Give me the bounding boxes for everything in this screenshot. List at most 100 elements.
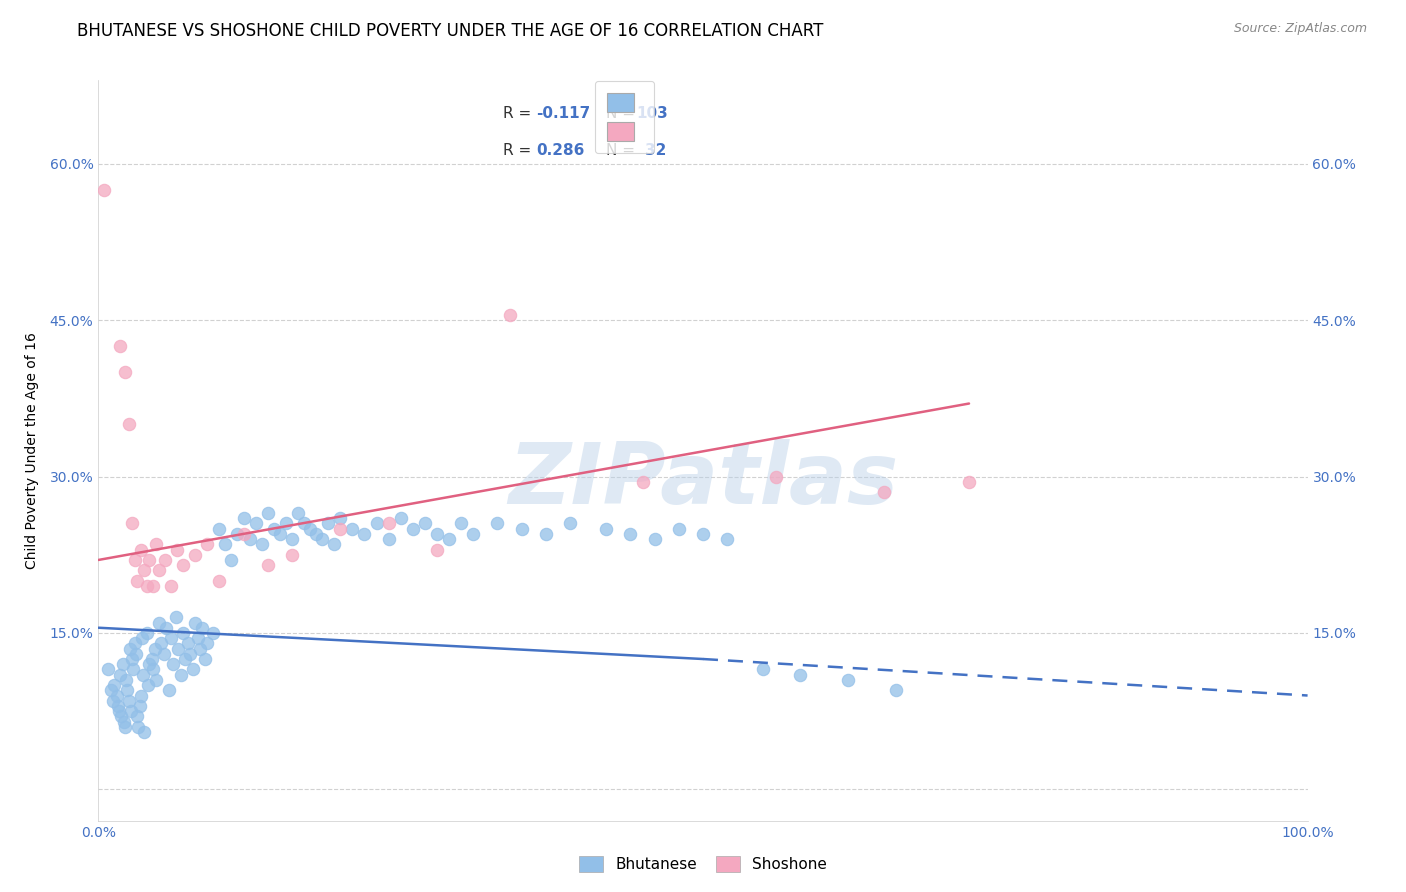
Point <box>692 527 714 541</box>
Point <box>619 527 641 541</box>
Point <box>437 532 460 546</box>
Point <box>143 641 166 656</box>
Point <box>166 542 188 557</box>
Point <box>668 522 690 536</box>
Point <box>127 720 149 734</box>
Point <box>426 542 449 557</box>
Text: N =: N = <box>606 106 640 121</box>
Point <box>188 641 211 656</box>
Point <box>135 579 157 593</box>
Point <box>195 636 218 650</box>
Point <box>108 339 131 353</box>
Point <box>463 527 485 541</box>
Point <box>135 626 157 640</box>
Point <box>118 417 141 432</box>
Point <box>157 683 180 698</box>
Point <box>100 683 122 698</box>
Point <box>486 516 509 531</box>
Point <box>256 506 278 520</box>
Point <box>177 636 200 650</box>
Text: R =: R = <box>503 106 537 121</box>
Point <box>118 641 141 656</box>
Point <box>138 657 160 672</box>
Point <box>232 511 254 525</box>
Point <box>558 516 581 531</box>
Point <box>129 689 152 703</box>
Point <box>534 527 557 541</box>
Point <box>153 553 176 567</box>
Point <box>128 698 150 713</box>
Point <box>263 522 285 536</box>
Text: Source: ZipAtlas.com: Source: ZipAtlas.com <box>1233 22 1367 36</box>
Point <box>165 610 187 624</box>
Point <box>377 532 399 546</box>
Point <box>886 683 908 698</box>
Point <box>142 579 165 593</box>
Point <box>145 673 167 687</box>
Point <box>174 652 197 666</box>
Point <box>181 662 204 676</box>
Point <box>97 662 120 676</box>
Point <box>110 709 132 723</box>
Point <box>208 522 231 536</box>
Point <box>107 698 129 713</box>
Point <box>450 516 472 531</box>
Point <box>148 615 170 630</box>
Point <box>114 365 136 379</box>
Text: ZIPatlas: ZIPatlas <box>508 439 898 522</box>
Text: -0.117: -0.117 <box>536 106 591 121</box>
Point <box>329 522 352 536</box>
Point <box>208 574 231 588</box>
Point <box>311 532 333 546</box>
Point <box>353 527 375 541</box>
Point <box>299 522 322 536</box>
Point <box>232 527 254 541</box>
Point <box>121 652 143 666</box>
Point <box>323 537 346 551</box>
Point <box>287 506 309 520</box>
Point <box>191 621 214 635</box>
Point <box>131 631 153 645</box>
Y-axis label: Child Poverty Under the Age of 16: Child Poverty Under the Age of 16 <box>24 332 38 569</box>
Legend: Bhutanese, Shoshone: Bhutanese, Shoshone <box>571 848 835 880</box>
Point <box>152 647 174 661</box>
Point <box>377 516 399 531</box>
Point <box>221 553 243 567</box>
Point <box>115 673 138 687</box>
Point <box>510 522 533 536</box>
Text: 32: 32 <box>645 143 666 158</box>
Point <box>141 652 163 666</box>
Point <box>256 558 278 573</box>
Point <box>101 694 124 708</box>
Point <box>250 537 273 551</box>
Point <box>837 673 859 687</box>
Point <box>413 516 436 531</box>
Point <box>184 615 207 630</box>
Point <box>142 662 165 676</box>
Point <box>124 636 146 650</box>
Point <box>957 475 980 489</box>
Point <box>269 527 291 541</box>
Text: R =: R = <box>503 143 537 158</box>
Point <box>498 308 520 322</box>
Point <box>329 511 352 525</box>
Point <box>239 532 262 546</box>
Point <box>127 709 149 723</box>
Point <box>316 516 339 531</box>
Point <box>138 553 160 567</box>
Point <box>245 516 267 531</box>
Point <box>172 558 194 573</box>
Point <box>120 704 142 718</box>
Point <box>195 537 218 551</box>
Point <box>202 626 225 640</box>
Point <box>118 694 141 708</box>
Point <box>108 667 131 681</box>
Point <box>112 714 135 729</box>
Point <box>765 469 787 483</box>
Point <box>114 720 136 734</box>
Point <box>194 652 217 666</box>
Point <box>127 574 149 588</box>
Point <box>595 522 617 536</box>
Point <box>389 511 412 525</box>
Point <box>160 631 183 645</box>
